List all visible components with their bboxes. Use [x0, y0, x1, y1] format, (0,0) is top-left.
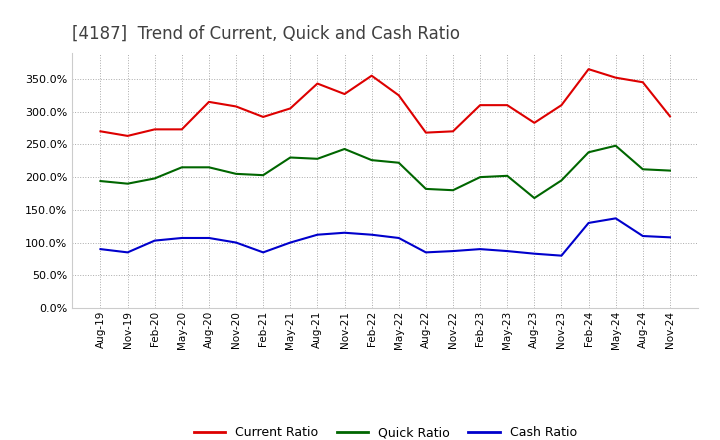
Cash Ratio [421, 250, 430, 255]
Cash Ratio [530, 251, 539, 257]
Quick Ratio [449, 187, 457, 193]
Quick Ratio [476, 175, 485, 180]
Current Ratio [665, 114, 674, 119]
Current Ratio [584, 66, 593, 72]
Line: Current Ratio: Current Ratio [101, 69, 670, 136]
Quick Ratio [367, 158, 376, 163]
Cash Ratio [286, 240, 294, 245]
Current Ratio [421, 130, 430, 135]
Current Ratio [557, 103, 566, 108]
Quick Ratio [611, 143, 620, 148]
Cash Ratio [96, 246, 105, 252]
Cash Ratio [557, 253, 566, 258]
Quick Ratio [639, 167, 647, 172]
Current Ratio [204, 99, 213, 105]
Cash Ratio [178, 235, 186, 241]
Quick Ratio [123, 181, 132, 186]
Quick Ratio [204, 165, 213, 170]
Current Ratio [639, 80, 647, 85]
Quick Ratio [259, 172, 268, 178]
Current Ratio [286, 106, 294, 111]
Current Ratio [449, 128, 457, 134]
Current Ratio [313, 81, 322, 86]
Current Ratio [530, 120, 539, 125]
Cash Ratio [395, 235, 403, 241]
Current Ratio [611, 75, 620, 81]
Quick Ratio [232, 171, 240, 176]
Line: Cash Ratio: Cash Ratio [101, 218, 670, 256]
Quick Ratio [313, 156, 322, 161]
Cash Ratio [123, 250, 132, 255]
Quick Ratio [150, 176, 159, 181]
Cash Ratio [639, 233, 647, 238]
Quick Ratio [341, 147, 349, 152]
Cash Ratio [259, 250, 268, 255]
Current Ratio [367, 73, 376, 78]
Cash Ratio [665, 235, 674, 240]
Cash Ratio [476, 246, 485, 252]
Text: [4187]  Trend of Current, Quick and Cash Ratio: [4187] Trend of Current, Quick and Cash … [72, 25, 460, 43]
Legend: Current Ratio, Quick Ratio, Cash Ratio: Current Ratio, Quick Ratio, Cash Ratio [189, 422, 582, 440]
Cash Ratio [611, 216, 620, 221]
Quick Ratio [584, 150, 593, 155]
Current Ratio [232, 104, 240, 109]
Current Ratio [150, 127, 159, 132]
Current Ratio [96, 128, 105, 134]
Quick Ratio [421, 186, 430, 191]
Quick Ratio [286, 155, 294, 160]
Cash Ratio [232, 240, 240, 245]
Quick Ratio [557, 178, 566, 183]
Quick Ratio [395, 160, 403, 165]
Cash Ratio [584, 220, 593, 226]
Cash Ratio [341, 230, 349, 235]
Current Ratio [178, 127, 186, 132]
Cash Ratio [449, 249, 457, 254]
Quick Ratio [530, 195, 539, 201]
Current Ratio [259, 114, 268, 120]
Line: Quick Ratio: Quick Ratio [101, 146, 670, 198]
Current Ratio [503, 103, 511, 108]
Cash Ratio [367, 232, 376, 237]
Current Ratio [341, 92, 349, 97]
Cash Ratio [313, 232, 322, 237]
Cash Ratio [204, 235, 213, 241]
Quick Ratio [665, 168, 674, 173]
Cash Ratio [503, 249, 511, 254]
Quick Ratio [96, 178, 105, 183]
Cash Ratio [150, 238, 159, 243]
Quick Ratio [178, 165, 186, 170]
Current Ratio [476, 103, 485, 108]
Quick Ratio [503, 173, 511, 179]
Current Ratio [395, 93, 403, 98]
Current Ratio [123, 133, 132, 139]
